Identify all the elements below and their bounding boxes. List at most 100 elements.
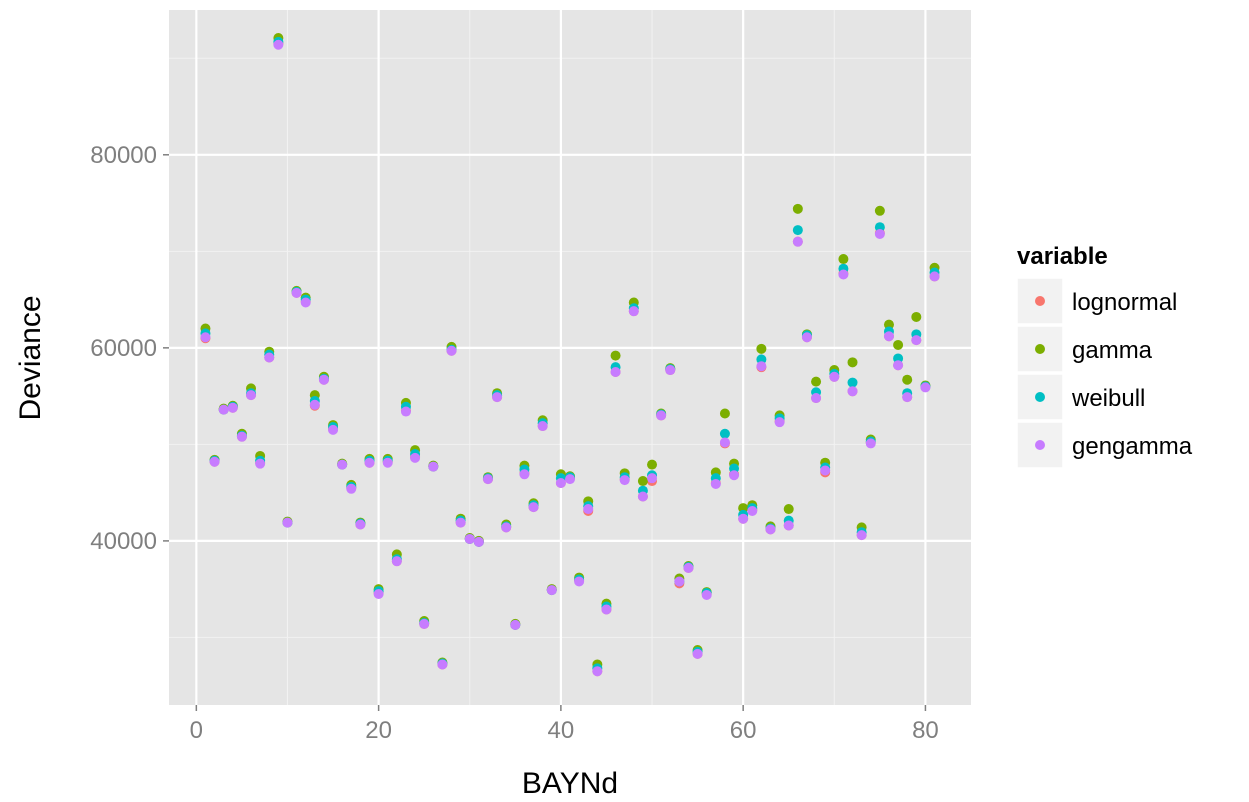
data-point-weibull [848,378,858,388]
data-point-gamma [902,375,912,385]
data-point-gengamma [711,479,721,489]
data-point-gengamma [911,335,921,345]
data-point-gengamma [820,465,830,475]
data-point-gengamma [875,229,885,239]
data-point-gengamma [811,393,821,403]
data-point-gengamma [374,589,384,599]
data-point-gamma [720,408,730,418]
data-point-gengamma [474,537,484,547]
data-point-gengamma [301,297,311,307]
legend: variable lognormal gamma weibull gengamma [1017,243,1193,468]
data-point-gengamma [447,346,457,356]
data-point-gamma [611,351,621,361]
data-point-gengamma [601,604,611,614]
x-tick-label: 20 [365,717,392,744]
data-point-gengamma [848,386,858,396]
data-point-gengamma [720,437,730,447]
data-point-gengamma [547,585,557,595]
data-point-gengamma [355,519,365,529]
x-axis: 0 20 40 60 80 BAYNd [190,705,939,800]
data-point-gengamma [556,478,566,488]
data-point-gamma [784,504,794,514]
data-point-gengamma [702,590,712,600]
data-point-gengamma [829,372,839,382]
x-axis-title: BAYNd [522,767,618,800]
data-point-gengamma [346,484,356,494]
data-point-gengamma [793,237,803,247]
data-point-gengamma [456,518,466,528]
data-point-gengamma [574,576,584,586]
data-point-gengamma [292,288,302,298]
data-point-gengamma [428,462,438,472]
data-point-gengamma [437,659,447,669]
data-point-gengamma [319,375,329,385]
data-point-weibull [793,225,803,235]
y-tick-label: 80000 [90,142,157,169]
legend-item-gengamma: gengamma [1017,422,1193,468]
x-tick-label: 60 [730,717,757,744]
y-axis: 40000 60000 80000 Deviance [14,142,169,555]
data-point-gengamma [401,407,411,417]
data-point-gengamma [419,619,429,629]
data-point-gengamma [784,520,794,530]
data-point-gengamma [583,504,593,514]
legend-item-weibull: weibull [1017,374,1145,420]
data-point-gengamma [383,458,393,468]
x-axis-ticks: 0 20 40 60 80 [190,705,939,744]
data-point-gamma [911,312,921,322]
data-point-gengamma [246,390,256,400]
data-point-gengamma [592,666,602,676]
data-point-gengamma [674,576,684,586]
data-point-gamma [811,377,821,387]
data-point-gengamma [930,271,940,281]
data-point-gengamma [756,361,766,371]
legend-item-gamma: gamma [1017,326,1153,372]
data-point-gengamma [483,474,493,484]
data-point-gengamma [611,367,621,377]
x-tick-label: 80 [912,717,939,744]
data-point-gengamma [282,518,292,528]
data-point-gengamma [893,360,903,370]
y-tick-label: 40000 [90,528,157,555]
data-point-gengamma [638,492,648,502]
data-point-gengamma [775,417,785,427]
data-point-gengamma [465,534,475,544]
data-point-gengamma [210,457,220,467]
legend-key-point [1035,392,1045,402]
legend-key-point [1035,440,1045,450]
data-point-gamma [638,476,648,486]
data-point-gengamma [228,403,238,413]
data-point-gengamma [802,332,812,342]
data-point-gengamma [647,473,657,483]
data-point-gamma [647,460,657,470]
data-point-gengamma [410,453,420,463]
data-point-gengamma [392,556,402,566]
data-point-gengamma [920,382,930,392]
data-point-gamma [793,204,803,214]
data-point-gamma [756,344,766,354]
data-point-gengamma [857,530,867,540]
data-point-gengamma [200,332,210,342]
data-point-gengamma [620,475,630,485]
legend-key-point [1035,296,1045,306]
data-point-gengamma [255,459,265,469]
data-point-gamma [838,254,848,264]
y-tick-label: 60000 [90,335,157,362]
data-point-gengamma [884,331,894,341]
data-point-gengamma [838,269,848,279]
x-tick-label: 40 [548,717,575,744]
data-point-gengamma [729,470,739,480]
legend-label: weibull [1071,385,1145,412]
data-point-gengamma [273,40,283,50]
y-axis-title: Deviance [14,295,47,420]
plot-panel [169,10,971,705]
data-point-gengamma [656,410,666,420]
data-point-gengamma [310,400,320,410]
data-point-gamma [875,206,885,216]
data-point-gengamma [693,649,703,659]
legend-title: variable [1017,243,1108,270]
data-point-gengamma [492,392,502,402]
data-point-gengamma [565,474,575,484]
data-point-gengamma [538,421,548,431]
